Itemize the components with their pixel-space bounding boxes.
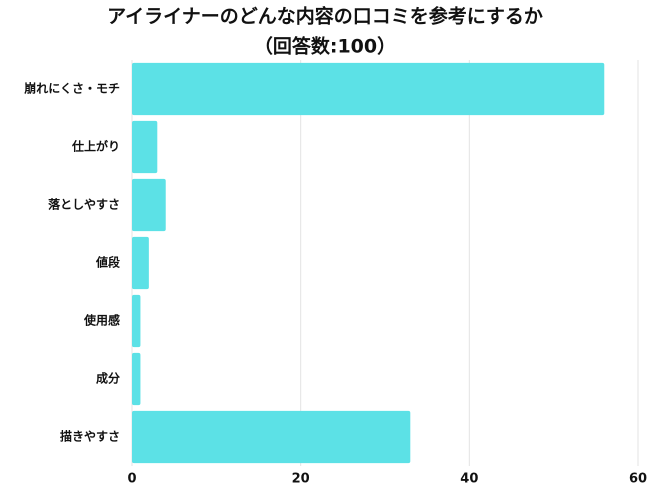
x-tick-label: 40 [460,472,478,487]
bar [132,62,605,116]
bar [132,294,141,348]
x-tick-label: 20 [292,472,310,487]
y-tick-label: 描きやすさ [60,429,120,444]
bar [132,120,158,174]
y-tick-label: 値段 [95,255,121,270]
y-tick-label: 落としやすさ [48,197,120,212]
x-tick-label: 60 [629,472,647,487]
x-tick-label: 0 [127,472,136,487]
y-tick-label: 仕上がり [71,139,120,154]
bar [132,352,141,406]
bar [132,410,411,464]
y-tick-label: 崩れにくさ・モチ [24,81,120,96]
chart-title: アイライナーのどんな内容の口コミを参考にするか [107,5,543,28]
chart-subtitle: （回答数:100） [254,35,396,58]
y-tick-label: 使用感 [83,313,120,328]
y-tick-label: 成分 [96,371,120,386]
bar [132,178,166,232]
bar [132,236,149,290]
